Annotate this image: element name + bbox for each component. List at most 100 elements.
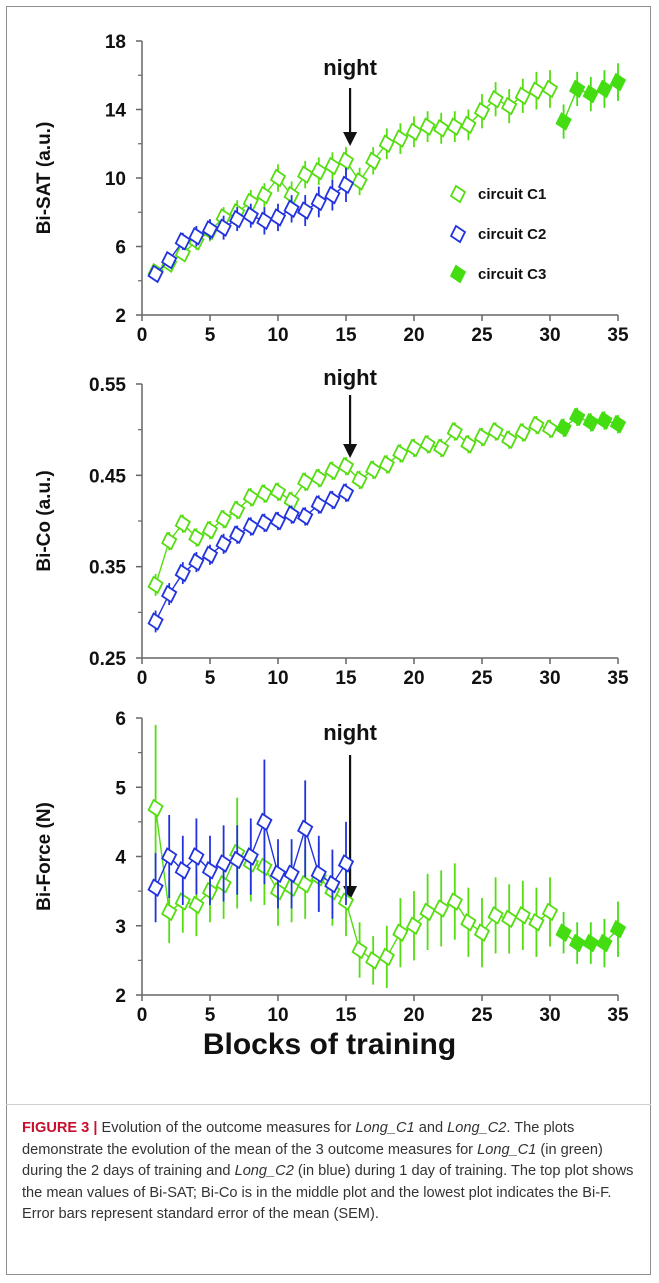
y-tick-label: 10 [105,169,126,190]
data-point [161,250,178,270]
data-point [188,528,205,547]
data-point [283,199,300,219]
data-point [269,864,287,884]
x-tick-label: 30 [539,668,560,689]
data-point [324,156,341,176]
data-point [229,525,246,545]
data-point [215,509,232,529]
night-annotation: night [323,365,377,390]
data-point [242,847,259,866]
night-arrow-head [343,132,358,146]
data-point [501,909,518,929]
caption-text: (in green) during the 2 days of training… [22,1141,603,1180]
x-tick-label: 5 [205,668,216,689]
data-point [609,72,627,92]
x-tick-label: 20 [403,668,424,689]
data-point [433,438,450,458]
y-axis-label: Bi-Co (a.u.) [34,470,55,571]
night-arrow-head [343,444,358,458]
x-tick-label: 10 [267,1005,288,1026]
chart-panel-3: 2 3 4 5 6 0 5 10 15 20 25 30 35 Bi-Force (N) night [34,709,629,1026]
data-point [283,505,300,524]
legend: circuit C1 circuit C2 circuit C3 [449,184,546,284]
data-point [337,854,355,873]
y-tick-label: 6 [115,238,126,259]
data-point [541,419,559,439]
night-annotation: night [323,55,377,80]
data-point [582,84,599,104]
chart-panel-1: 2 6 10 14 18 0 5 10 15 20 25 30 35 Bi-SAT (a.u.) night… [34,32,629,346]
data-point [337,175,355,195]
data-point [161,584,178,604]
y-tick-label: 6 [115,709,126,730]
data-point [555,112,572,131]
data-point [378,947,395,967]
night-annotation: night [323,720,377,745]
data-point [242,487,259,507]
data-point [501,96,518,116]
data-point [541,79,559,99]
data-point [514,86,531,106]
data-point [324,461,341,481]
data-point [419,117,436,136]
series-circuit-c2 [147,759,355,923]
data-point [297,874,314,894]
x-tick-label: 15 [335,1005,357,1026]
data-point [161,531,178,551]
series-circuit-c1 [147,415,559,596]
y-tick-label: 14 [105,101,127,122]
data-point [582,933,599,953]
data-point [446,892,463,911]
x-tick-label: 5 [205,1005,216,1026]
data-point [161,847,178,866]
legend-entry: circuit C1 [478,186,546,203]
series-circuit-c3 [555,407,627,438]
series-circuit-c1 [147,70,559,282]
data-point [269,482,287,502]
data-point [351,470,368,490]
data-point [433,119,450,138]
data-point [351,172,368,191]
y-tick-label: 2 [115,986,126,1007]
x-tick-label: 15 [335,668,357,689]
data-point [514,906,531,925]
data-point [188,552,205,572]
x-tick-label: 0 [137,1005,148,1026]
x-tick-label: 35 [607,668,629,689]
data-point [174,514,191,534]
data-point [215,534,232,554]
data-point [351,940,368,960]
caption-italic: Long_C1 [477,1141,537,1158]
data-point [501,430,518,450]
data-point [161,902,178,922]
data-point [487,906,504,925]
data-point [596,79,613,99]
data-point [310,192,327,212]
data-point [514,423,531,442]
y-tick-label: 5 [115,778,126,799]
data-point [419,434,436,454]
y-tick-label: 0.55 [89,375,126,396]
data-point [188,895,205,915]
data-point [446,422,463,441]
y-tick-label: 4 [115,848,126,869]
data-point [337,151,355,171]
caption-italic: Long_C1 [355,1120,415,1136]
data-point [147,612,164,631]
y-tick-label: 2 [115,306,126,327]
data-point [242,517,259,536]
data-point [569,407,586,427]
chart-panel-2: 0.25 0.35 0.45 0.55 0 5 10 15 20 25 30 35 Bi-Co (a.u… [34,365,629,689]
data-point [229,500,246,520]
data-point [188,226,205,246]
x-tick-label: 5 [205,325,216,346]
data-point [569,79,586,99]
legend-entry: circuit C2 [478,226,546,243]
data-point [473,101,491,121]
caption-label: FIGURE 3 | [22,1120,98,1136]
data-point [297,165,314,184]
data-point [460,115,477,135]
data-point [365,151,382,171]
y-axis-label: Bi-SAT (a.u.) [34,122,55,235]
series-line [154,492,347,622]
